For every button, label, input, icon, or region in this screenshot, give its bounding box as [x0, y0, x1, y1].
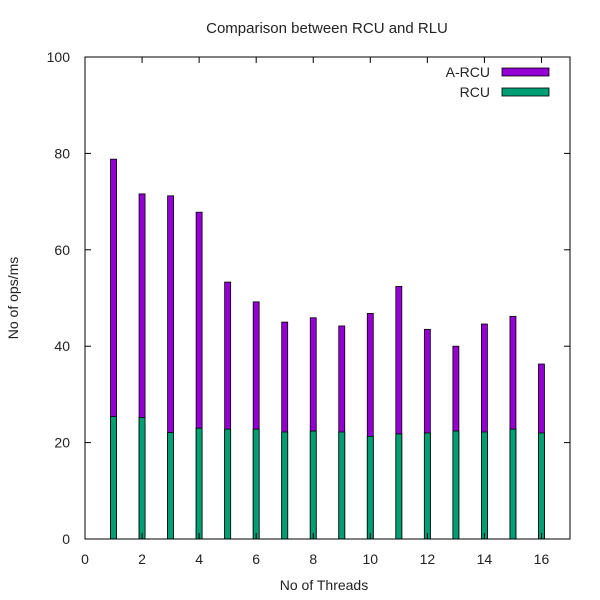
plot-frame	[84, 56, 571, 540]
x-tick-label: 10	[363, 551, 379, 567]
x-tick-label: 2	[138, 551, 146, 567]
bar-rcu-10	[366, 435, 374, 540]
bars-layer	[110, 158, 545, 540]
legend-label-rcu: RCU	[460, 84, 490, 100]
x-tick-label: 8	[309, 551, 317, 567]
legend-label-a-rcu: A-RCU	[446, 64, 490, 80]
legend-swatch-a-rcu	[501, 67, 550, 77]
bar-rcu-2	[138, 417, 146, 540]
bar-rcu-12	[423, 432, 431, 540]
legend-swatch-rcu	[501, 87, 550, 97]
bar-rcu-9	[338, 431, 346, 540]
chart-title: Comparison between RCU and RLU	[206, 20, 448, 37]
bar-rcu-11	[395, 433, 403, 540]
bar-rcu-3	[167, 432, 174, 540]
y-tick-label: 60	[54, 242, 70, 258]
x-tick-label: 4	[195, 551, 203, 567]
x-tick-label: 14	[477, 551, 493, 567]
y-tick-label: 100	[47, 49, 71, 65]
bar-rcu-8	[309, 430, 317, 540]
bar-rcu-6	[252, 428, 260, 540]
ticks-layer: 0 2 4 6 8 10 12 14 16 0 20 40 60 80 100	[47, 49, 570, 567]
x-tick-label: 0	[81, 551, 89, 567]
x-tick-label: 16	[534, 551, 550, 567]
bar-rcu-15	[509, 428, 517, 540]
x-axis-label: No of Threads	[280, 577, 368, 593]
y-axis-label: No of ops/ms	[5, 257, 21, 339]
bar-rcu-13	[452, 430, 460, 540]
y-tick-label: 0	[62, 531, 70, 547]
y-tick-label: 40	[54, 338, 70, 354]
y-tick-label: 20	[54, 435, 70, 451]
bar-rcu-7	[281, 431, 289, 540]
legend: A-RCU RCU	[446, 64, 550, 100]
x-tick-label: 12	[420, 551, 436, 567]
bar-rcu-14	[481, 431, 488, 540]
bar-rcu-4	[195, 427, 203, 540]
bar-rcu-1	[110, 416, 117, 540]
y-tick-label: 80	[54, 145, 70, 161]
bar-rcu-5	[224, 428, 232, 540]
x-tick-label: 6	[252, 551, 260, 567]
bar-rcu-16	[538, 432, 545, 540]
